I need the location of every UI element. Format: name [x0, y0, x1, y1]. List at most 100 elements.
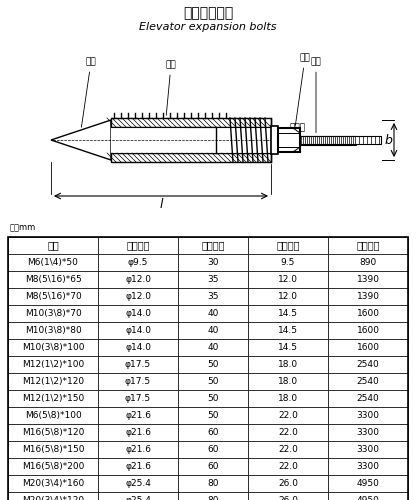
Polygon shape [51, 120, 111, 160]
Bar [248, 356, 328, 373]
Text: 26.0: 26.0 [278, 496, 298, 500]
Bar [8, 373, 98, 390]
Text: 套管直径: 套管直径 [126, 240, 150, 250]
Bar [278, 128, 300, 152]
Bar [328, 390, 408, 407]
Bar [178, 441, 248, 458]
Bar [8, 237, 98, 254]
Text: M8(5\16)*70: M8(5\16)*70 [25, 292, 82, 301]
Bar [8, 339, 98, 356]
Bar [248, 322, 328, 339]
Bar [328, 356, 408, 373]
Text: Elevator expansion bolts: Elevator expansion bolts [139, 22, 277, 32]
Text: M12(1\2)*120: M12(1\2)*120 [22, 377, 84, 386]
Text: M6(1\4)*50: M6(1\4)*50 [27, 258, 79, 267]
Bar [328, 458, 408, 475]
Bar [328, 373, 408, 390]
Bar [8, 254, 98, 271]
Bar [248, 492, 328, 500]
Text: 1390: 1390 [357, 275, 379, 284]
Text: 18.0: 18.0 [278, 394, 298, 403]
Bar [98, 390, 178, 407]
Text: 1600: 1600 [357, 309, 379, 318]
Bar [98, 288, 178, 305]
Bar [328, 339, 408, 356]
Bar [8, 356, 98, 373]
Text: 大垫圈: 大垫圈 [277, 124, 306, 152]
Text: φ14.0: φ14.0 [125, 309, 151, 318]
Bar [98, 356, 178, 373]
Text: 1600: 1600 [357, 343, 379, 352]
Bar [8, 237, 408, 500]
Bar [248, 271, 328, 288]
Bar [328, 305, 408, 322]
Bar [178, 356, 248, 373]
Text: 3300: 3300 [357, 445, 379, 454]
Text: 1600: 1600 [357, 326, 379, 335]
Text: 3300: 3300 [357, 411, 379, 420]
Bar [111, 118, 271, 127]
Bar [98, 305, 178, 322]
Bar [178, 237, 248, 254]
Bar [98, 492, 178, 500]
Text: 40: 40 [207, 309, 219, 318]
Text: 80: 80 [207, 496, 219, 500]
Text: 14.5: 14.5 [278, 343, 298, 352]
Bar [248, 475, 328, 492]
Text: M10(3\8)*80: M10(3\8)*80 [25, 326, 82, 335]
Text: 890: 890 [359, 258, 376, 267]
Text: M10(3\8)*70: M10(3\8)*70 [25, 309, 82, 318]
Text: 负荷代替: 负荷代替 [356, 240, 380, 250]
Bar [271, 136, 356, 144]
Text: 60: 60 [207, 428, 219, 437]
Text: 22.0: 22.0 [278, 462, 298, 471]
Text: 60: 60 [207, 462, 219, 471]
Text: 螺杆直径: 螺杆直径 [276, 240, 300, 250]
Bar [248, 458, 328, 475]
Text: M20(3\4)*160: M20(3\4)*160 [22, 479, 84, 488]
Bar [178, 407, 248, 424]
Text: M8(5\16)*65: M8(5\16)*65 [25, 275, 82, 284]
Bar [111, 127, 271, 153]
Bar [98, 407, 178, 424]
Text: φ9.5: φ9.5 [128, 258, 148, 267]
Bar [271, 126, 278, 154]
Bar [300, 136, 381, 144]
Bar [8, 271, 98, 288]
Bar [8, 441, 98, 458]
Text: 35: 35 [207, 292, 219, 301]
Text: 1390: 1390 [357, 292, 379, 301]
Bar [8, 288, 98, 305]
Bar [248, 424, 328, 441]
Bar [178, 254, 248, 271]
Bar [178, 390, 248, 407]
Bar [8, 475, 98, 492]
Text: 12.0: 12.0 [278, 275, 298, 284]
Text: 60: 60 [207, 445, 219, 454]
Text: 26.0: 26.0 [278, 479, 298, 488]
Bar [98, 373, 178, 390]
Text: 80: 80 [207, 479, 219, 488]
Bar [328, 237, 408, 254]
Text: φ21.6: φ21.6 [125, 411, 151, 420]
Text: φ17.5: φ17.5 [125, 377, 151, 386]
Text: 22.0: 22.0 [278, 445, 298, 454]
Bar [248, 407, 328, 424]
Bar [98, 475, 178, 492]
Bar [248, 339, 328, 356]
Bar [328, 475, 408, 492]
Bar [178, 492, 248, 500]
Text: 50: 50 [207, 411, 219, 420]
Bar [98, 237, 178, 254]
Text: 14.5: 14.5 [278, 309, 298, 318]
Bar [248, 254, 328, 271]
Text: 30: 30 [207, 258, 219, 267]
Text: 3300: 3300 [357, 428, 379, 437]
Text: 50: 50 [207, 377, 219, 386]
Text: 4950: 4950 [357, 479, 379, 488]
Text: 18.0: 18.0 [278, 377, 298, 386]
Bar [328, 271, 408, 288]
Bar [98, 339, 178, 356]
Text: 套管深度: 套管深度 [201, 240, 225, 250]
Bar [178, 458, 248, 475]
